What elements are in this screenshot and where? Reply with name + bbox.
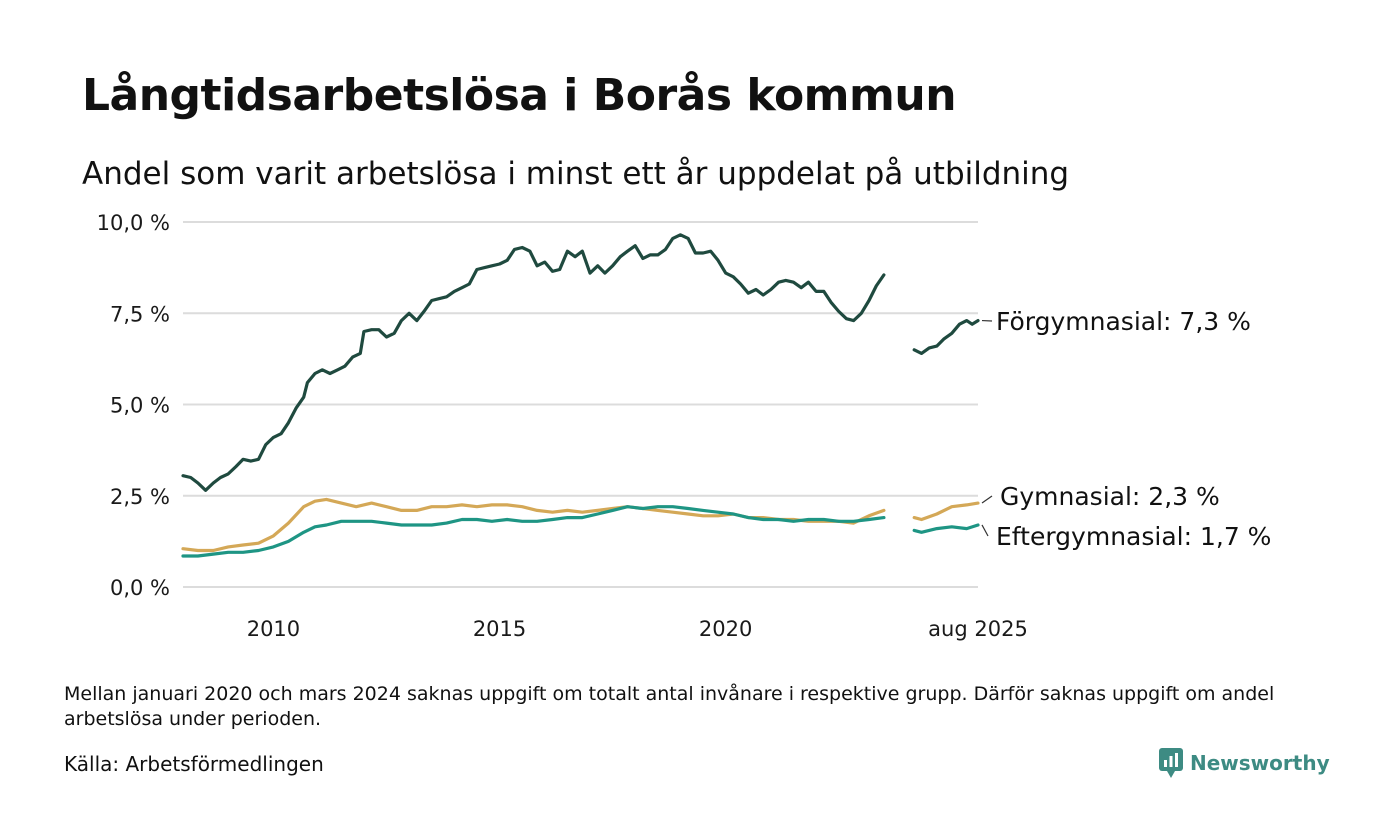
- series-line-f-rgymnasial: [912, 319, 980, 355]
- y-axis-ticks: 0,0 % 2,5 % 5,0 % 7,5 % 10,0 %: [97, 211, 170, 600]
- y-tick-label: 7,5 %: [110, 302, 170, 326]
- x-tick-label: aug 2025: [928, 617, 1028, 641]
- series-line-eftergymnasial: [912, 523, 980, 534]
- y-tick-label: 2,5 %: [110, 485, 170, 509]
- end-label-gymnasial: Gymnasial: 2,3 %: [1000, 482, 1220, 511]
- end-label-f-rgymnasial: Förgymnasial: 7,3 %: [996, 307, 1251, 336]
- x-tick-label: 2010: [247, 617, 300, 641]
- x-axis-ticks: 2010 2015 2020 aug 2025: [247, 617, 1028, 641]
- y-tick-label: 5,0 %: [110, 394, 170, 418]
- source-credit: Källa: Arbetsförmedlingen: [64, 752, 324, 776]
- series-line-eftergymnasial: [181, 505, 886, 558]
- footnote: Mellan januari 2020 och mars 2024 saknas…: [64, 683, 1275, 730]
- brand-name: Newsworthy: [1190, 751, 1330, 775]
- brand-logo: Newsworthy: [1158, 747, 1330, 779]
- line-chart: 0,0 % 2,5 % 5,0 % 7,5 % 10,0 % 2010 2015 2020 a…: [97, 211, 1272, 641]
- chart-title: Långtidsarbetslösa i Borås kommun: [82, 70, 957, 121]
- series-line-gymnasial: [912, 501, 980, 522]
- x-tick-label: 2015: [473, 617, 526, 641]
- end-label-eftergymnasial: Eftergymnasial: 1,7 %: [996, 522, 1271, 551]
- grid-lines: [183, 221, 978, 588]
- series-line-f-rgymnasial: [181, 233, 886, 492]
- y-tick-label: 10,0 %: [97, 211, 170, 235]
- leader-line: [981, 524, 989, 537]
- y-tick-label: 0,0 %: [110, 576, 170, 600]
- chart-subtitle: Andel som varit arbetslösa i minst ett å…: [82, 156, 1070, 192]
- series-lines: [181, 233, 980, 558]
- leader-line: [981, 495, 993, 504]
- end-labels: Förgymnasial: 7,3 % Gymnasial: 2,3 % Efter…: [981, 307, 1271, 551]
- newsworthy-logo-icon: [1159, 748, 1183, 778]
- x-tick-label: 2020: [699, 617, 752, 641]
